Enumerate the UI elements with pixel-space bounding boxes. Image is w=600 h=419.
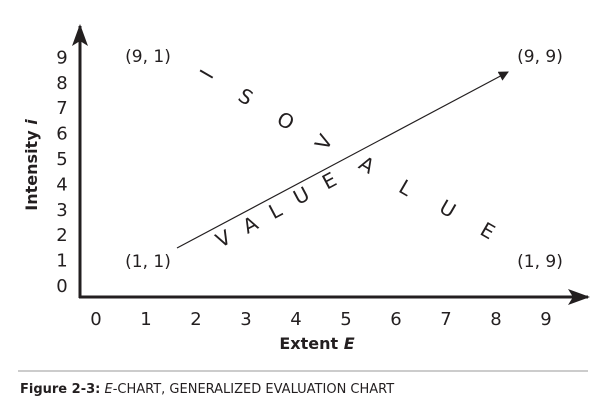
x-tick-label: 0 — [90, 309, 101, 330]
value-letter: V — [212, 225, 236, 253]
x-tick-label: 8 — [490, 309, 501, 330]
x-tick-label: 6 — [390, 309, 401, 330]
y-tick-label: 5 — [56, 149, 67, 170]
isovalue-letter: O — [273, 106, 299, 135]
isovalue-letter: I — [195, 66, 219, 83]
y-tick-label: 9 — [56, 47, 67, 68]
y-axis-label: Intensity i — [22, 119, 41, 211]
x-tick-label: 3 — [240, 309, 251, 330]
isovalue-letter: E — [476, 217, 499, 244]
y-tick-label: 3 — [56, 200, 67, 221]
isovalue-letter: U — [435, 195, 460, 223]
x-tick-label: 4 — [290, 309, 301, 330]
corner-label: (1, 1) — [125, 252, 171, 272]
isovalue-letter: S — [234, 83, 257, 110]
isovalue-letter: A — [355, 151, 379, 179]
value-arrow — [176, 71, 509, 249]
isovalue-letter: L — [395, 175, 417, 202]
y-tick-label: 7 — [56, 98, 67, 119]
y-tick-label: 4 — [56, 174, 67, 195]
corner-label: (9, 9) — [517, 47, 563, 67]
y-tick-label: 1 — [56, 251, 67, 272]
y-tick-label: 6 — [56, 124, 67, 145]
y-tick-label: 8 — [56, 73, 67, 94]
x-tick-label: 7 — [440, 309, 451, 330]
x-tick-label: 5 — [340, 309, 351, 330]
x-tick-label: 1 — [140, 309, 151, 330]
x-axis-label: Extent E — [279, 334, 354, 353]
isovalue-letter: V — [310, 130, 338, 154]
value-letter: A — [239, 211, 263, 239]
corner-label: (9, 1) — [125, 47, 171, 67]
x-tick-label: 9 — [540, 309, 551, 330]
value-letter: L — [265, 197, 287, 224]
caption: Figure 2-3: E-CHART, GENERALIZED EVALUAT… — [20, 382, 394, 397]
value-letter: E — [318, 167, 340, 194]
value-letter: U — [289, 182, 313, 210]
corner-label: (1, 9) — [517, 252, 563, 272]
x-tick-label: 2 — [190, 309, 201, 330]
y-tick-label: 0 — [56, 276, 67, 297]
y-tick-label: 2 — [56, 225, 67, 246]
